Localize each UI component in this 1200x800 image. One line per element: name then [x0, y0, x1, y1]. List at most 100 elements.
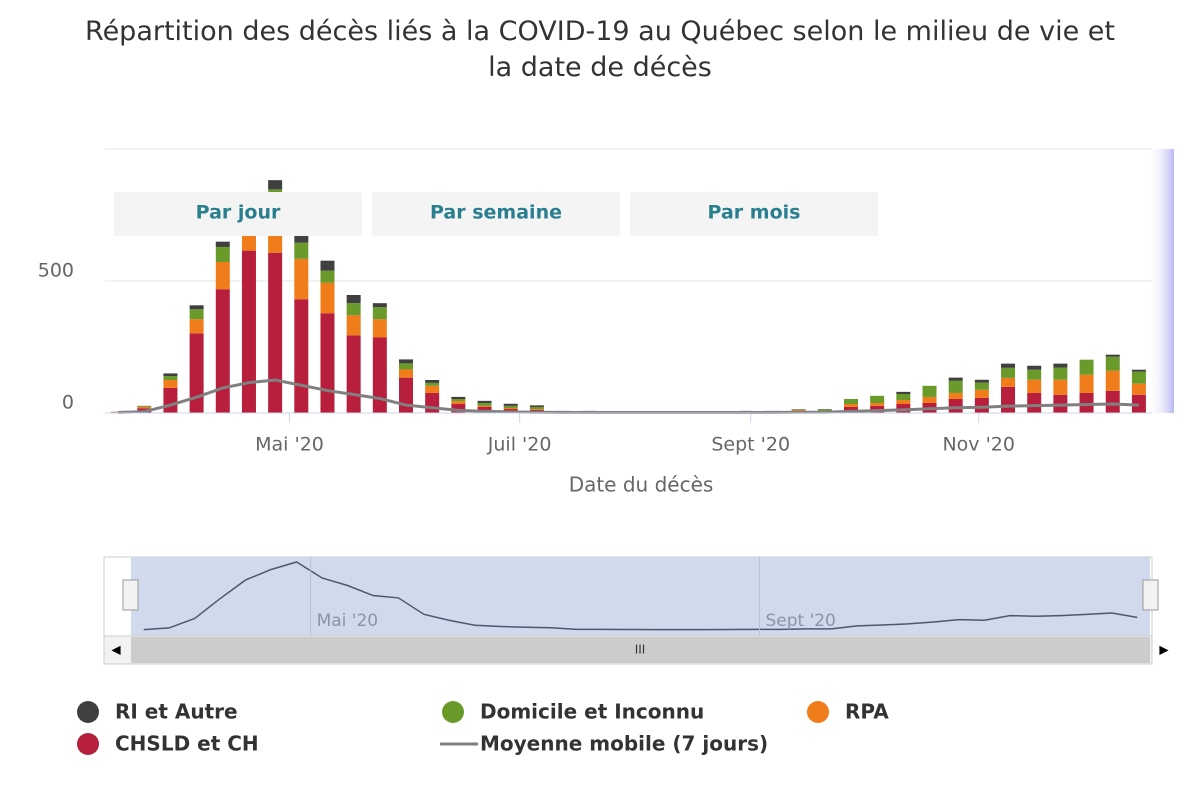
- legend-label: CHSLD et CH: [115, 732, 259, 756]
- bar-segment: [1105, 356, 1120, 371]
- bar-segment: [1105, 354, 1120, 357]
- bar-segment: [1001, 386, 1016, 413]
- bar-segment: [1105, 390, 1120, 413]
- bar-segment: [294, 234, 309, 243]
- bar-segment: [346, 294, 361, 304]
- bar-segment: [896, 393, 911, 401]
- bar-segment: [974, 382, 989, 390]
- bar-segment: [399, 369, 414, 378]
- bar-segment: [346, 335, 361, 413]
- bar-segment: [896, 391, 911, 394]
- bar-segment: [189, 333, 204, 413]
- bar-segment: [346, 303, 361, 316]
- bar-segment: [346, 315, 361, 336]
- bar-segment: [1053, 363, 1068, 368]
- bar-segment: [399, 359, 414, 364]
- x-axis-title: Date du décès: [569, 473, 714, 497]
- bar-segment: [241, 250, 256, 413]
- bar-segment: [294, 242, 309, 259]
- legend-item[interactable]: Moyenne mobile (7 jours): [440, 732, 768, 756]
- bar-segment: [320, 260, 335, 271]
- bar-segment: [163, 387, 178, 413]
- range-button[interactable]: [114, 192, 362, 236]
- bar-segment: [529, 406, 544, 410]
- bar-segment: [399, 363, 414, 370]
- bar-segment: [870, 395, 885, 403]
- bar-segment: [215, 241, 230, 247]
- bar-segment: [477, 400, 492, 403]
- bar-segment: [791, 409, 806, 410]
- range-button[interactable]: [630, 192, 878, 236]
- bar-segment: [1131, 369, 1146, 372]
- y-tick-label: 0: [62, 392, 74, 414]
- bar-segment: [1001, 367, 1016, 378]
- bar-segment: [843, 399, 858, 405]
- legend-item[interactable]: RI et Autre: [77, 700, 238, 724]
- range-button-label[interactable]: Par mois: [708, 202, 801, 224]
- bar-segment: [425, 382, 440, 386]
- bar-segment: [425, 380, 440, 383]
- bar-segment: [163, 373, 178, 377]
- bar-segment: [451, 399, 466, 402]
- bar-segment: [948, 399, 963, 413]
- bar-segment: [1001, 377, 1016, 387]
- bar-segment: [215, 261, 230, 290]
- range-button[interactable]: [372, 192, 620, 236]
- bar-segment: [268, 252, 283, 413]
- legend-item[interactable]: RPA: [807, 700, 889, 724]
- bar-segment: [1053, 379, 1068, 395]
- bar-segment: [870, 402, 885, 406]
- navigator-handle[interactable]: [1142, 579, 1159, 611]
- bar-segment: [974, 397, 989, 413]
- bar-segment: [372, 319, 387, 338]
- legend-label: RPA: [845, 700, 889, 724]
- bar-segment: [320, 270, 335, 283]
- bar-segment: [451, 401, 466, 405]
- legend-label: Moyenne mobile (7 jours): [480, 732, 768, 756]
- navigator-line: [143, 561, 1138, 631]
- range-button-label[interactable]: Par jour: [196, 202, 281, 224]
- bar-segment: [320, 282, 335, 314]
- bar-segment: [974, 389, 989, 398]
- bar-segment: [451, 404, 466, 413]
- x-tick-label: Sept '20: [711, 434, 790, 456]
- bar-segment: [163, 376, 178, 380]
- bar-segment: [372, 303, 387, 308]
- bar-segment: [1053, 367, 1068, 380]
- range-button-label[interactable]: Par semaine: [430, 202, 562, 224]
- bar-segment: [320, 313, 335, 413]
- bar-segment: [1131, 383, 1146, 395]
- legend-label: RI et Autre: [115, 700, 238, 724]
- bar-segment: [843, 404, 858, 407]
- bar-segment: [922, 385, 937, 397]
- bar-segment: [268, 180, 283, 190]
- bar-segment: [1079, 359, 1094, 375]
- bar-segment: [477, 402, 492, 406]
- navigator-label: Mai '20: [317, 611, 379, 631]
- bar-segment: [189, 309, 204, 320]
- bar-segment: [137, 406, 152, 407]
- bar-segment: [163, 380, 178, 388]
- bar-segment: [948, 380, 963, 393]
- navigator-handle[interactable]: [122, 579, 139, 611]
- legend-label: Domicile et Inconnu: [480, 700, 704, 724]
- bar-segment: [503, 405, 518, 408]
- scroll-left[interactable]: ◀: [111, 643, 121, 657]
- scrollbar-thumb[interactable]: [131, 637, 1150, 663]
- legend-item[interactable]: Domicile et Inconnu: [442, 700, 704, 724]
- bar-segment: [1131, 371, 1146, 384]
- chart-title: Répartition des décès liés à la COVID-19…: [85, 16, 1115, 83]
- bar-segment: [1001, 363, 1016, 368]
- bar-segment: [1027, 379, 1042, 393]
- bar-segment: [477, 405, 492, 407]
- bar-segment: [529, 409, 544, 410]
- legend-item[interactable]: CHSLD et CH: [77, 732, 259, 756]
- bar-segment: [922, 396, 937, 403]
- navigator-selection[interactable]: [131, 557, 1150, 636]
- bar-segment: [215, 289, 230, 413]
- scroll-right[interactable]: ▶: [1159, 643, 1169, 657]
- legend-swatch: [442, 701, 464, 723]
- y-tick-label: 500: [38, 260, 74, 282]
